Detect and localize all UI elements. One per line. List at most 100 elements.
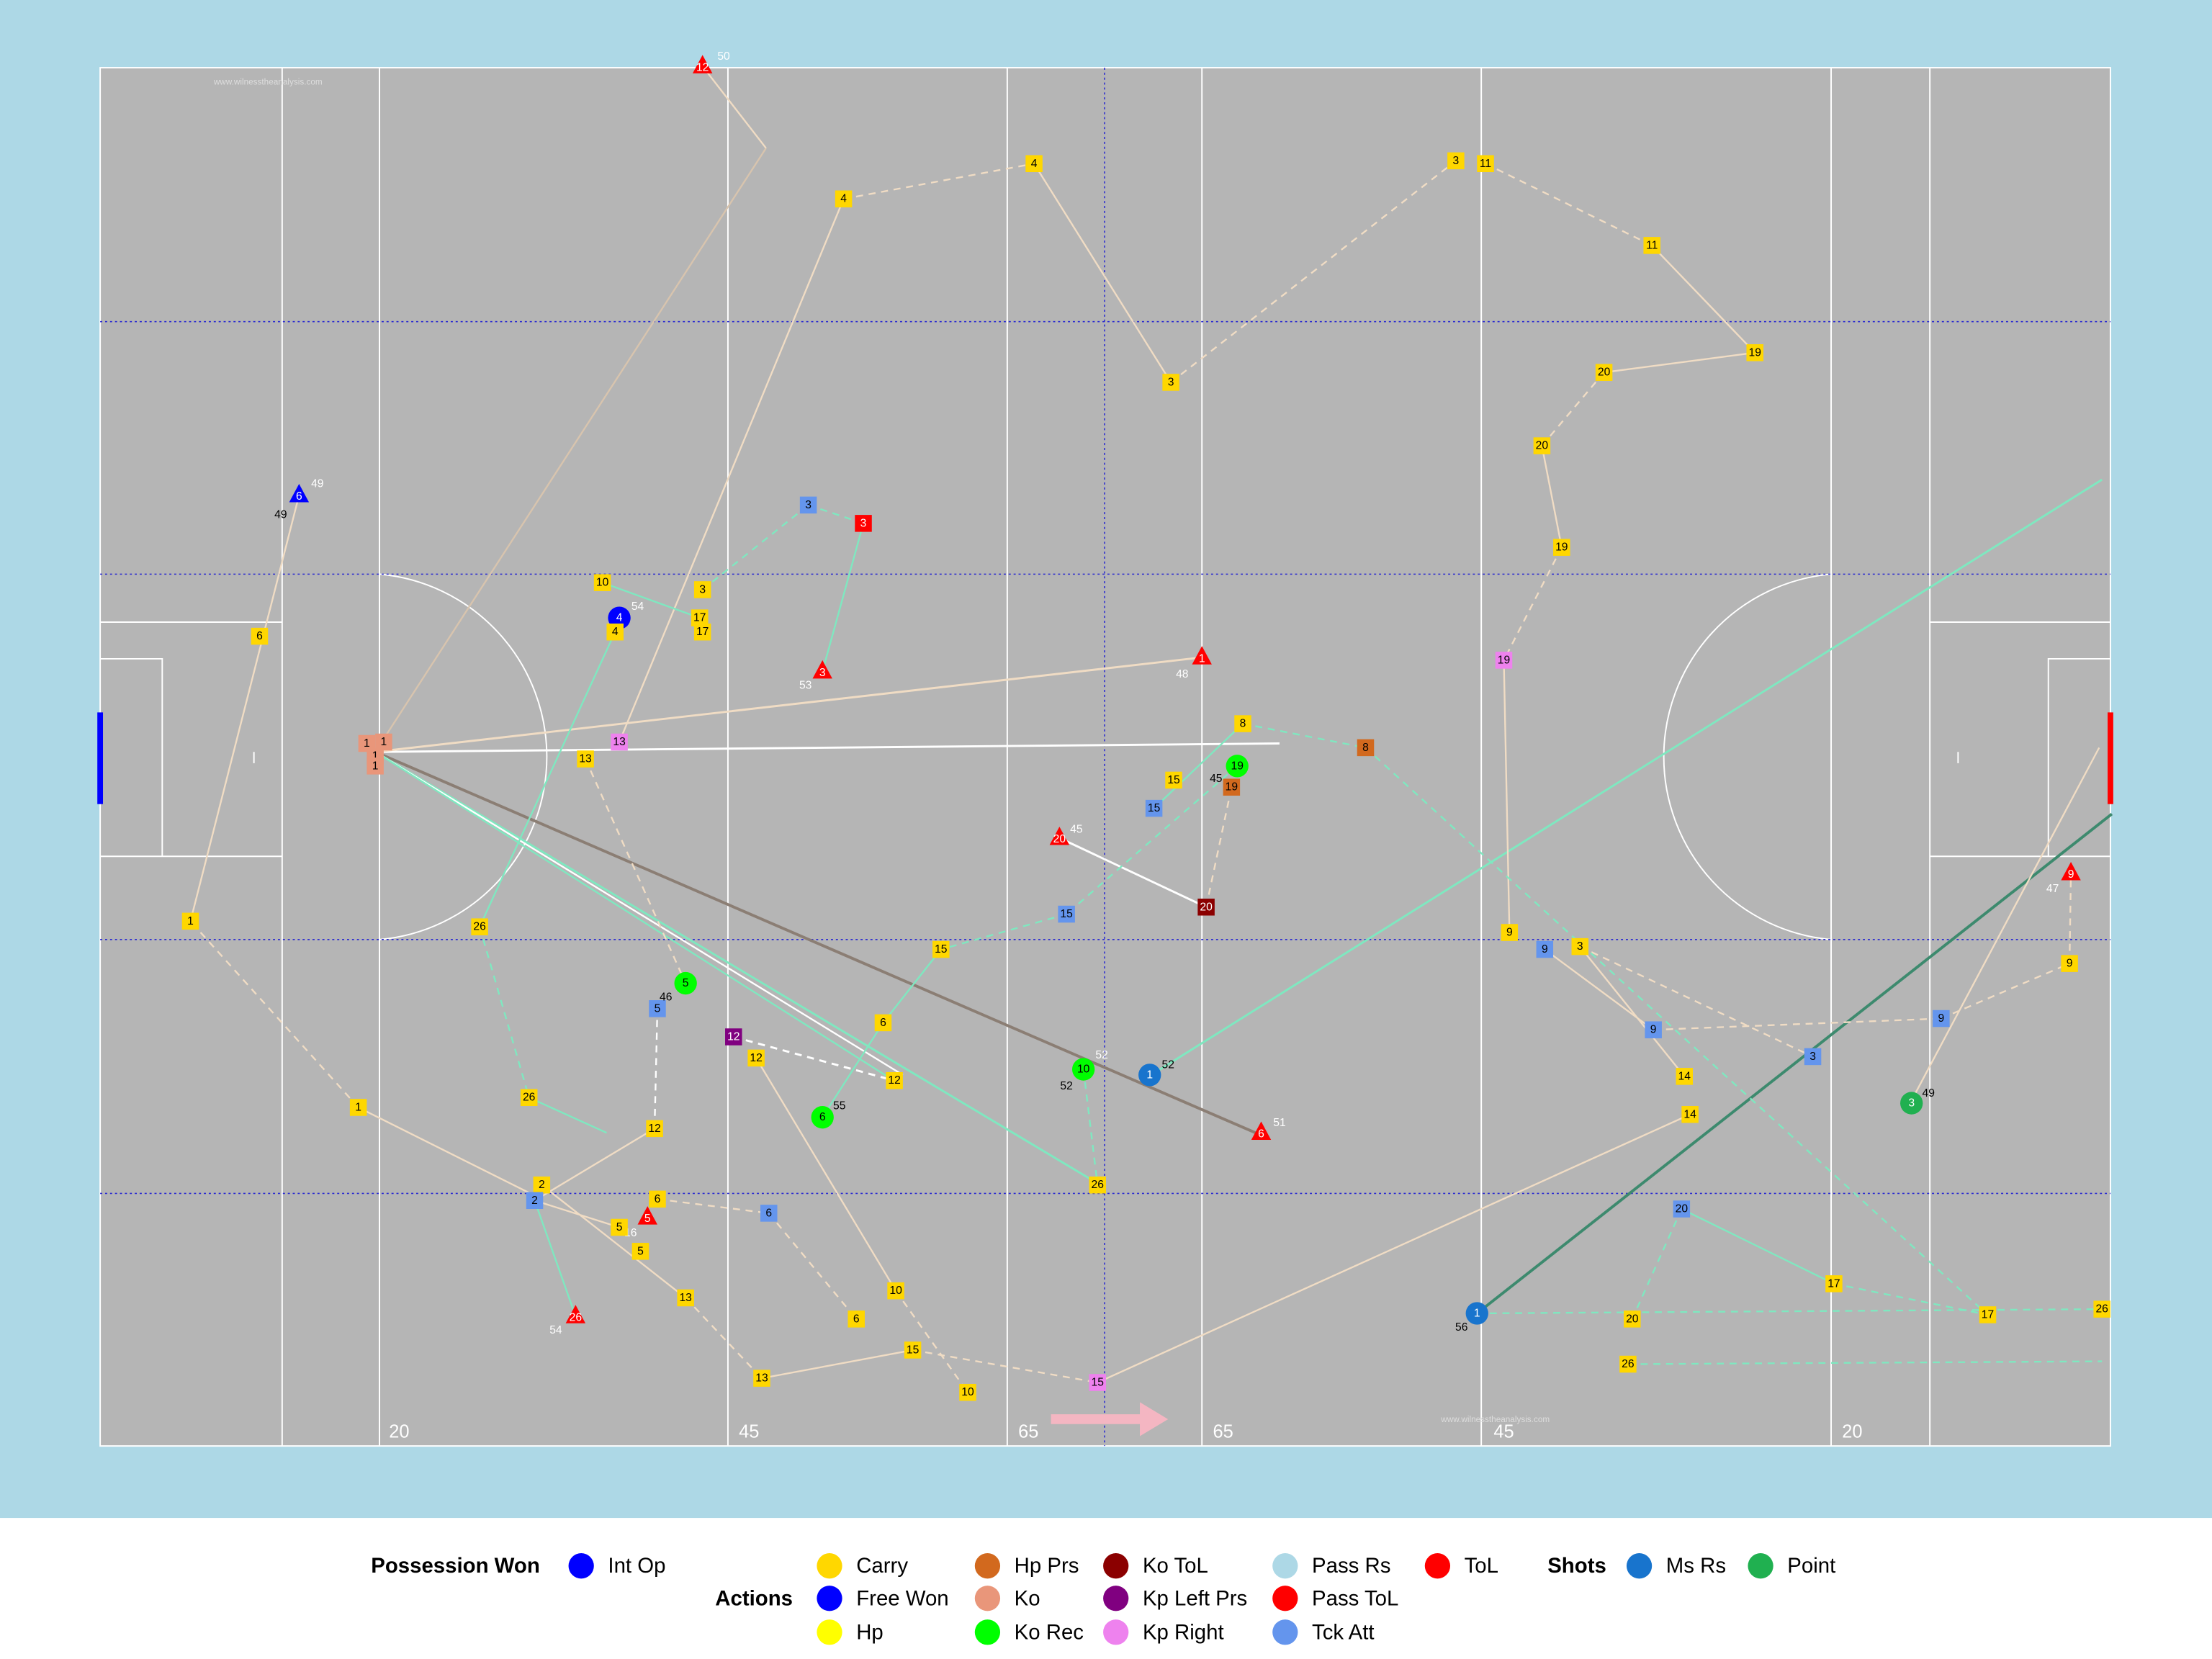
action-line <box>940 913 1067 950</box>
marker-note: 49 <box>1922 1087 1934 1100</box>
marker-label: 26 <box>473 921 486 933</box>
marker-square <box>887 1282 904 1300</box>
marker-label: 5 <box>637 1245 644 1257</box>
marker-square <box>855 515 872 532</box>
marker-square <box>1089 1374 1106 1391</box>
marker-note: 47 <box>2046 883 2059 895</box>
marker-label: 8 <box>1362 742 1369 754</box>
marker-label: 3 <box>1908 1097 1915 1110</box>
marker-label: 17 <box>693 612 706 624</box>
legend-swatch <box>568 1553 594 1579</box>
marker-label: 1 <box>364 737 370 750</box>
marker-square <box>959 1383 976 1401</box>
action-line <box>189 495 300 922</box>
legend-title: Shots <box>1547 1554 1606 1578</box>
marker-label: 10 <box>596 577 609 589</box>
marker-square <box>526 1192 544 1210</box>
marker-label: 3 <box>805 499 811 511</box>
marker-label: 6 <box>1258 1128 1264 1141</box>
marker-square <box>1447 152 1465 170</box>
action-line <box>1541 445 1563 548</box>
action-line <box>1909 747 2100 1104</box>
marker-note: 49 <box>274 509 287 521</box>
marker-label: 20 <box>1200 901 1213 913</box>
marker-label: 3 <box>1809 1051 1816 1063</box>
marker-circle <box>1138 1064 1161 1087</box>
marker-label: 15 <box>1092 1377 1105 1389</box>
action-line <box>1153 723 1244 809</box>
marker-square <box>1553 539 1570 556</box>
legend-swatch <box>974 1553 1001 1579</box>
marker-square <box>611 733 628 751</box>
action-line <box>534 1128 655 1202</box>
marker-label: 5 <box>644 1213 651 1225</box>
marker-square <box>1165 771 1182 789</box>
legend-swatch <box>1103 1619 1129 1645</box>
marker-square <box>886 1071 903 1089</box>
marker-square <box>471 918 488 935</box>
marker-square <box>1162 374 1179 391</box>
marker-label: 14 <box>1683 1108 1696 1120</box>
marker-note: 53 <box>799 680 812 692</box>
action-line <box>808 504 864 524</box>
action-line <box>1242 722 1366 749</box>
marker-square <box>1495 652 1513 669</box>
marker-square <box>725 1028 742 1046</box>
action-line <box>1364 747 1989 1316</box>
marker-square <box>1619 1355 1637 1373</box>
action-line <box>1033 163 1172 383</box>
marker-square <box>760 1205 778 1222</box>
action-line <box>374 750 1101 1186</box>
marker-label: 14 <box>1678 1070 1691 1082</box>
marker-label: 12 <box>648 1123 660 1135</box>
action-line <box>755 1057 897 1292</box>
marker-label: 15 <box>1167 774 1180 786</box>
marker-label: 9 <box>2067 958 2073 970</box>
marker-label: 10 <box>889 1285 902 1297</box>
distance-label: 20 <box>1842 1422 1862 1442</box>
action-line <box>374 148 767 752</box>
action-line <box>478 926 530 1098</box>
marker-square <box>1089 1176 1106 1194</box>
marker-square <box>1645 1021 1662 1038</box>
marker-square <box>874 1014 892 1032</box>
legend-swatch <box>817 1586 842 1611</box>
legend-item: Tck Att <box>1312 1620 1375 1644</box>
marker-square <box>1533 437 1551 454</box>
marker-square <box>1571 938 1589 956</box>
action-line <box>768 1213 858 1320</box>
marker-square <box>1145 799 1163 817</box>
legend-title: Possession Won <box>371 1554 540 1578</box>
marker-square <box>747 1049 765 1067</box>
marker-label: 15 <box>935 943 948 956</box>
marker-square <box>1234 715 1251 732</box>
marker-square <box>181 912 199 930</box>
action-line <box>1579 945 1686 1077</box>
marker-label: 6 <box>296 490 302 503</box>
action-line <box>1653 1017 1941 1031</box>
marker-triangle <box>692 55 713 73</box>
marker-note: 54 <box>631 601 644 613</box>
action-line <box>701 504 809 590</box>
marker-square <box>1624 1310 1641 1328</box>
marker-square <box>1058 905 1075 923</box>
action-line <box>374 751 904 1076</box>
marker-label: 1 <box>381 736 387 748</box>
action-line <box>1485 163 1653 246</box>
marker-square <box>1804 1048 1822 1066</box>
action-line <box>1681 1208 1835 1285</box>
action-line <box>1503 547 1563 661</box>
marker-triangle <box>565 1305 586 1323</box>
marker-note: 55 <box>833 1100 846 1112</box>
action-line <box>1170 160 1457 383</box>
marker-note: 45 <box>1210 773 1223 785</box>
marker-square <box>1197 899 1215 916</box>
marker-triangle <box>637 1206 657 1225</box>
marker-circle <box>1900 1092 1923 1115</box>
marker-note: 52 <box>1095 1049 1107 1061</box>
marker-square <box>799 496 817 514</box>
marker-circle <box>1465 1302 1488 1325</box>
marker-triangle <box>1192 646 1212 665</box>
legend-swatch <box>1272 1553 1298 1579</box>
goal-right <box>2108 712 2113 804</box>
